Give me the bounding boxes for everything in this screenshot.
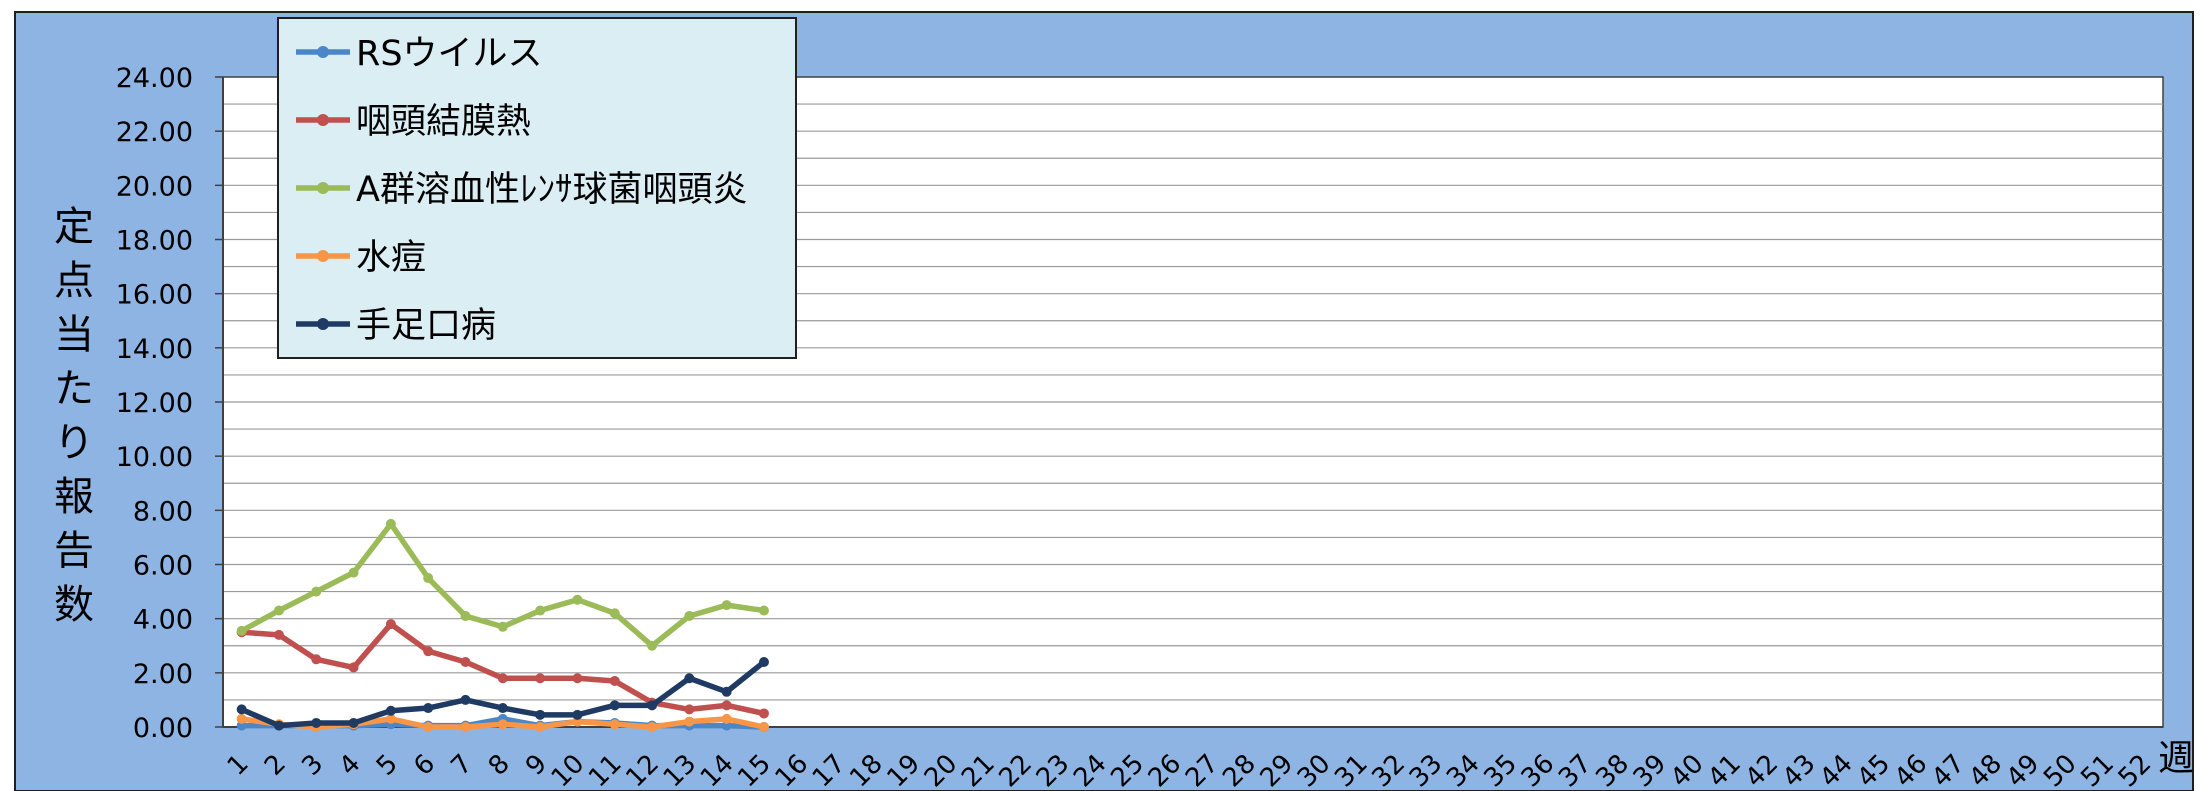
data-point <box>460 610 471 621</box>
data-point <box>311 586 322 597</box>
y-tick-label: 4.00 <box>133 605 193 636</box>
data-point <box>423 573 434 584</box>
data-point <box>236 704 247 715</box>
data-point <box>460 694 471 705</box>
data-point <box>684 716 695 727</box>
legend-item: 手足口病 <box>296 306 496 346</box>
data-point <box>423 722 434 732</box>
y-axis-ticks: 0.00 2.00 4.00 6.00 8.00 10.00 12.00 14.00 16.00… <box>116 63 223 744</box>
legend-label: A群溶血性ﾚﾝｻ球菌咽頭炎 <box>356 170 747 210</box>
data-point <box>721 600 732 611</box>
data-point <box>385 619 396 630</box>
data-point <box>535 605 546 616</box>
data-point <box>609 675 620 686</box>
legend-marker <box>317 114 329 126</box>
y-tick-label: 14.00 <box>116 334 193 365</box>
data-point <box>535 709 546 720</box>
data-point <box>460 722 471 732</box>
data-point <box>721 713 732 724</box>
y-tick-label: 10.00 <box>116 442 193 473</box>
y-tick-label: 12.00 <box>116 388 193 419</box>
legend-item: 水痘 <box>296 238 426 278</box>
data-point <box>647 640 658 651</box>
y-tick-label: 24.00 <box>116 63 193 94</box>
data-point <box>535 673 546 684</box>
data-point <box>758 657 769 667</box>
data-point <box>497 673 508 684</box>
data-point <box>758 708 769 719</box>
data-point <box>758 605 769 616</box>
data-point <box>721 686 732 697</box>
data-point <box>609 700 620 711</box>
data-point <box>497 621 508 632</box>
y-tick-label: 20.00 <box>116 171 193 202</box>
data-point <box>311 717 322 728</box>
data-point <box>497 719 508 730</box>
series <box>236 518 769 651</box>
data-point <box>609 608 620 619</box>
data-point <box>385 705 396 716</box>
series-layer <box>236 518 769 732</box>
data-point <box>684 673 695 684</box>
data-point <box>572 709 583 720</box>
data-point <box>647 700 658 711</box>
data-point <box>273 605 284 616</box>
legend-item: A群溶血性ﾚﾝｻ球菌咽頭炎 <box>296 170 747 210</box>
data-point <box>572 594 583 605</box>
y-tick-label: 2.00 <box>133 659 193 690</box>
data-point <box>348 567 359 578</box>
legend-item: RSウイルス <box>296 34 543 74</box>
legend-marker <box>317 250 329 262</box>
data-point <box>423 703 434 714</box>
data-point <box>572 673 583 684</box>
data-point <box>273 720 284 731</box>
data-point <box>609 719 620 730</box>
y-tick-label: 6.00 <box>133 551 193 582</box>
data-point <box>758 722 769 732</box>
data-point <box>423 646 434 657</box>
data-point <box>348 662 359 673</box>
y-tick-label: 18.00 <box>116 226 193 257</box>
data-point <box>647 722 658 732</box>
data-point <box>236 713 247 724</box>
data-point <box>460 657 471 667</box>
legend-marker <box>317 182 329 194</box>
data-point <box>273 629 284 640</box>
legend-box <box>277 17 797 359</box>
series <box>236 657 769 731</box>
data-point <box>385 518 396 529</box>
series <box>236 713 769 732</box>
data-point <box>535 722 546 732</box>
x-axis-label: 週 <box>2158 738 2194 779</box>
data-point <box>684 704 695 715</box>
y-tick-label: 16.00 <box>116 280 193 311</box>
data-point <box>721 700 732 711</box>
y-tick-label: 8.00 <box>133 496 193 527</box>
legend-label: 水痘 <box>356 238 426 278</box>
data-point <box>311 654 322 665</box>
data-point <box>236 625 247 636</box>
legend-label: RSウイルス <box>356 34 543 74</box>
data-point <box>348 717 359 728</box>
y-tick-label: 0.00 <box>133 713 193 744</box>
legend-marker <box>317 318 329 330</box>
legend-label: 手足口病 <box>356 306 496 346</box>
legend-item: 咽頭結膜熱 <box>296 102 531 142</box>
data-point <box>497 703 508 714</box>
legend-label: 咽頭結膜熱 <box>356 102 531 142</box>
y-tick-label: 22.00 <box>116 117 193 148</box>
data-point <box>684 610 695 621</box>
data-point <box>385 713 396 724</box>
y-axis-label: 定点当たり報告数 <box>54 204 94 628</box>
legend-marker <box>317 46 329 58</box>
